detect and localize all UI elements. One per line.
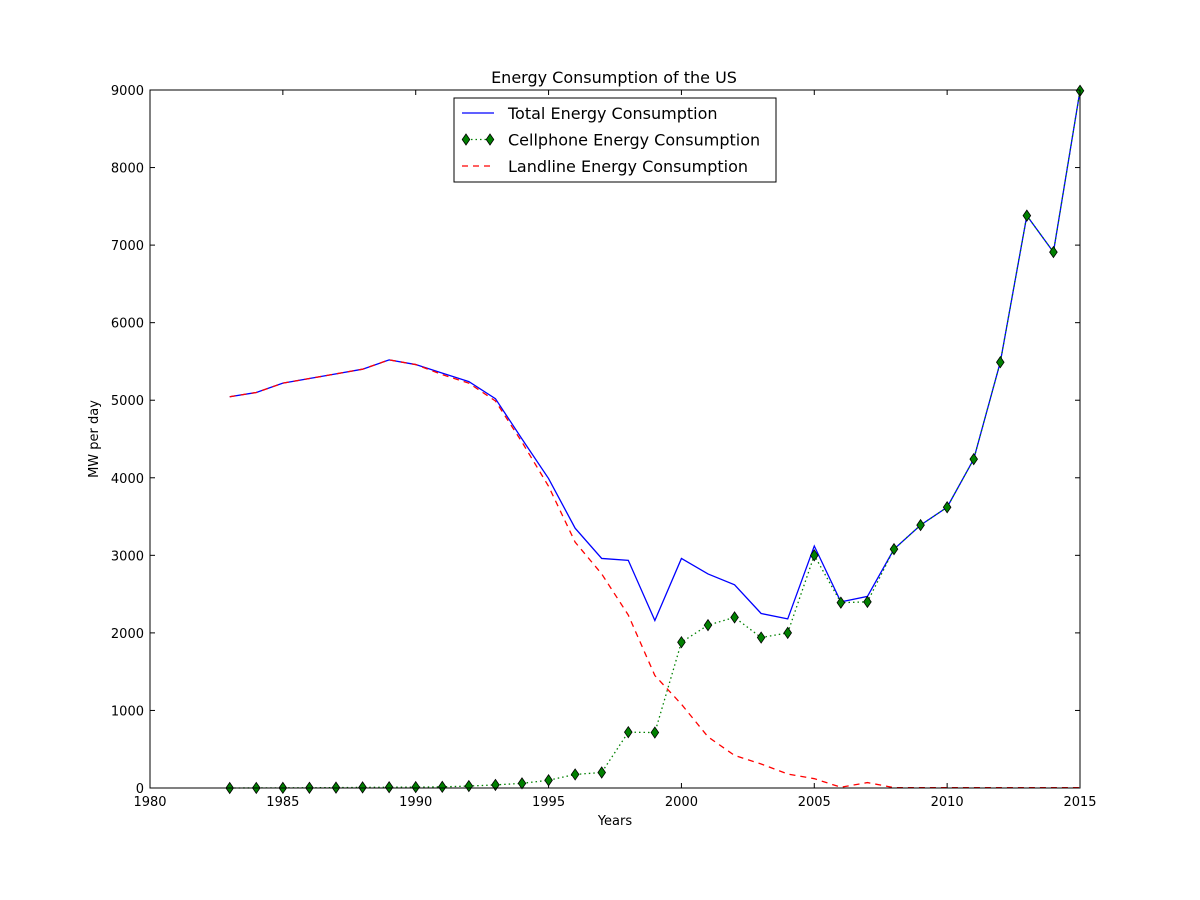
series-line-2 xyxy=(229,359,1080,789)
x-tick-label: 2000 xyxy=(665,795,698,810)
legend-box xyxy=(453,97,777,183)
x-tick-label: 2005 xyxy=(798,795,831,810)
data-point xyxy=(677,635,686,649)
legend: Total Energy Consumption Cellphone Energy… xyxy=(453,97,777,183)
x-tick-label: 1980 xyxy=(133,795,166,810)
y-tick-label: 7000 xyxy=(111,239,144,254)
y-tick-label: 9000 xyxy=(111,84,144,99)
data-point xyxy=(889,542,899,556)
data-point xyxy=(623,725,633,739)
x-tick-label: 1990 xyxy=(399,795,432,810)
data-point xyxy=(942,501,952,514)
x-tick-label: 1985 xyxy=(266,795,299,810)
y-axis-label: MW per day xyxy=(87,400,102,478)
data-point xyxy=(517,777,527,790)
data-point xyxy=(570,768,580,781)
plot-area xyxy=(225,84,1085,795)
y-tick-label: 8000 xyxy=(111,162,144,177)
data-point xyxy=(756,631,766,644)
data-point xyxy=(730,611,739,624)
y-tick-label: 0 xyxy=(136,782,144,797)
x-tick-label: 1995 xyxy=(532,795,565,810)
data-point xyxy=(1022,209,1032,222)
y-tick-label: 3000 xyxy=(111,549,144,564)
data-point xyxy=(783,626,793,640)
series-line-1 xyxy=(229,90,1081,789)
data-point xyxy=(544,774,553,787)
legend-label: Cellphone Energy Consumption xyxy=(508,131,760,150)
data-point xyxy=(437,780,447,794)
y-tick-label: 5000 xyxy=(111,394,144,409)
legend-label: Total Energy Consumption xyxy=(507,104,718,123)
data-point xyxy=(703,618,713,632)
chart-title: Energy Consumption of the US xyxy=(491,68,737,87)
data-point xyxy=(863,595,872,609)
data-point xyxy=(809,549,819,562)
y-tick-label: 4000 xyxy=(111,472,144,487)
y-tick-label: 2000 xyxy=(111,627,144,642)
axis-ticks: 1980 1985 1990 1995 2000 2005 2010 2015 0 1000 200… xyxy=(111,84,1097,810)
legend-marker xyxy=(485,133,495,146)
data-point xyxy=(464,779,474,793)
legend-marker xyxy=(461,133,471,146)
data-point xyxy=(969,452,979,466)
plot-frame xyxy=(149,89,1081,789)
data-point xyxy=(916,518,925,532)
x-tick-label: 2015 xyxy=(1063,795,1096,810)
data-point xyxy=(836,596,846,609)
data-point xyxy=(597,766,607,779)
data-point xyxy=(411,780,421,794)
y-tick-label: 6000 xyxy=(111,317,144,332)
x-tick-label: 2010 xyxy=(931,795,964,810)
data-point xyxy=(358,781,367,794)
x-axis-label: Years xyxy=(597,814,633,829)
data-point xyxy=(995,356,1005,369)
legend-label: Landline Energy Consumption xyxy=(508,157,748,176)
data-point xyxy=(650,726,660,739)
data-point xyxy=(384,781,394,794)
data-point xyxy=(1049,245,1058,259)
y-tick-label: 1000 xyxy=(111,704,144,719)
